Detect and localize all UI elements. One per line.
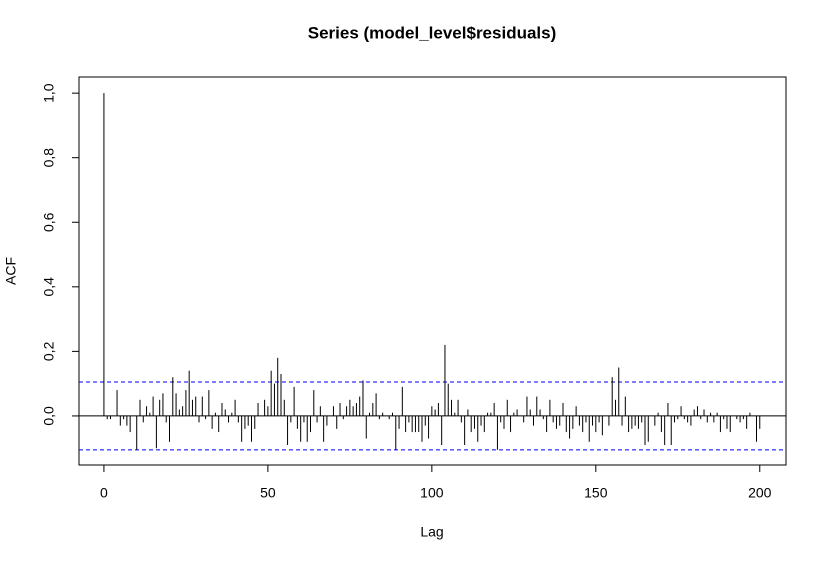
x-tick-label: 200 <box>748 485 772 501</box>
y-tick-label: 0,2 <box>41 341 57 361</box>
x-tick-label: 150 <box>584 485 608 501</box>
y-tick-label: 0,8 <box>41 148 57 168</box>
y-tick-label: 0,4 <box>41 277 57 297</box>
y-tick-label: 0,6 <box>41 212 57 232</box>
y-axis-label: ACF <box>3 257 19 285</box>
x-axis-label: Lag <box>420 524 443 540</box>
y-tick-label: 0,0 <box>41 406 57 426</box>
chart-title: Series (model_level$residuals) <box>308 23 557 42</box>
x-tick-label: 0 <box>100 485 108 501</box>
y-tick-label: 1,0 <box>41 83 57 103</box>
x-tick-label: 100 <box>420 485 444 501</box>
x-tick-label: 50 <box>260 485 276 501</box>
plot-frame <box>78 76 787 466</box>
